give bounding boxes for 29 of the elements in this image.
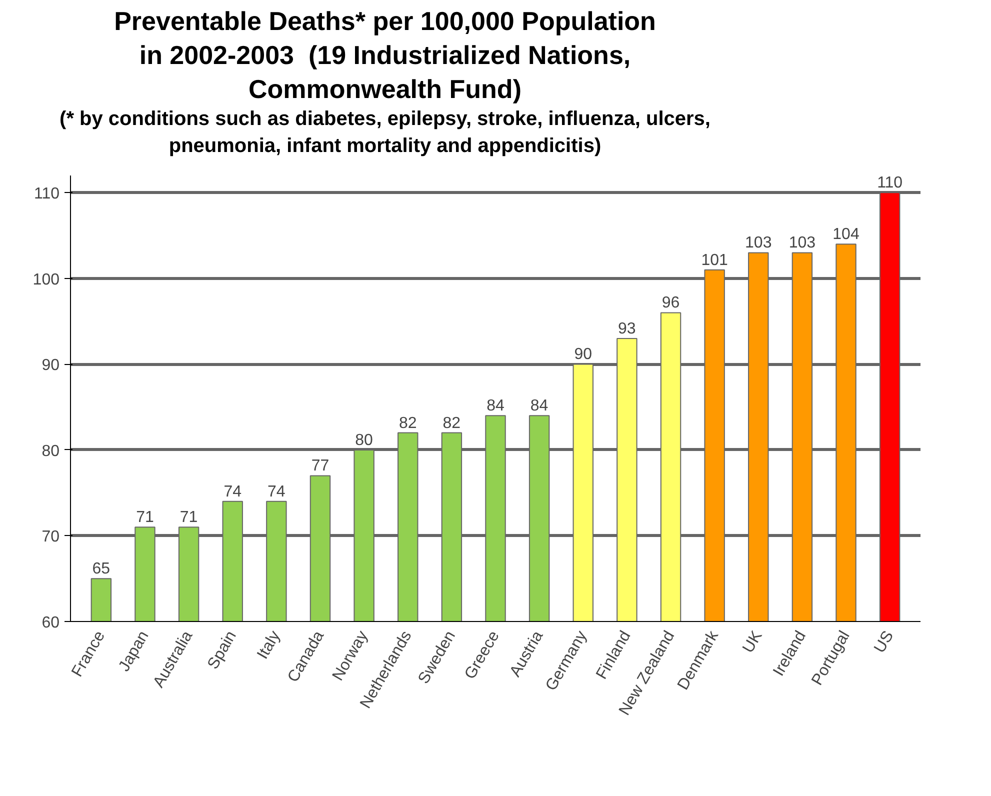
y-tick-label: 100 xyxy=(32,272,60,289)
data-label: 82 xyxy=(442,415,461,432)
data-label: 101 xyxy=(701,252,728,270)
chart-subtitle: (* by conditions such as diabetes, epilepsy, stroke, influenza, ulcers, pneumonia, infant mortality and appendicitis) xyxy=(58,107,712,160)
y-tick-label: 90 xyxy=(42,358,60,375)
data-label: 93 xyxy=(618,320,636,338)
y-tick-label: 80 xyxy=(42,443,60,460)
data-label: 74 xyxy=(224,484,242,501)
data-label: 74 xyxy=(268,484,286,501)
data-label: 103 xyxy=(788,235,816,252)
data-label: 104 xyxy=(832,226,860,244)
data-label: 96 xyxy=(662,295,680,312)
data-label: 71 xyxy=(180,510,198,527)
x-tick-label: UK xyxy=(740,628,766,656)
y-tick-label: 70 xyxy=(42,529,60,546)
data-label: 77 xyxy=(311,458,330,476)
y-tick-label: 60 xyxy=(42,614,60,632)
data-label: 82 xyxy=(398,415,417,432)
data-label: 71 xyxy=(136,510,154,527)
chart-title: Preventable Deaths* per 100,000 Population in 2002-2003 (19 Industrialized Nations, Commonwealth Fund) xyxy=(113,5,657,106)
data-label: 110 xyxy=(877,175,903,192)
data-label: 103 xyxy=(745,235,772,252)
data-label: 65 xyxy=(92,561,110,578)
data-label: 84 xyxy=(486,398,504,416)
y-tick-label: 110 xyxy=(34,186,60,204)
data-label: 84 xyxy=(530,398,548,416)
data-label: 90 xyxy=(574,346,592,364)
x-tick-label: US xyxy=(871,628,898,656)
data-label: 80 xyxy=(355,432,374,450)
